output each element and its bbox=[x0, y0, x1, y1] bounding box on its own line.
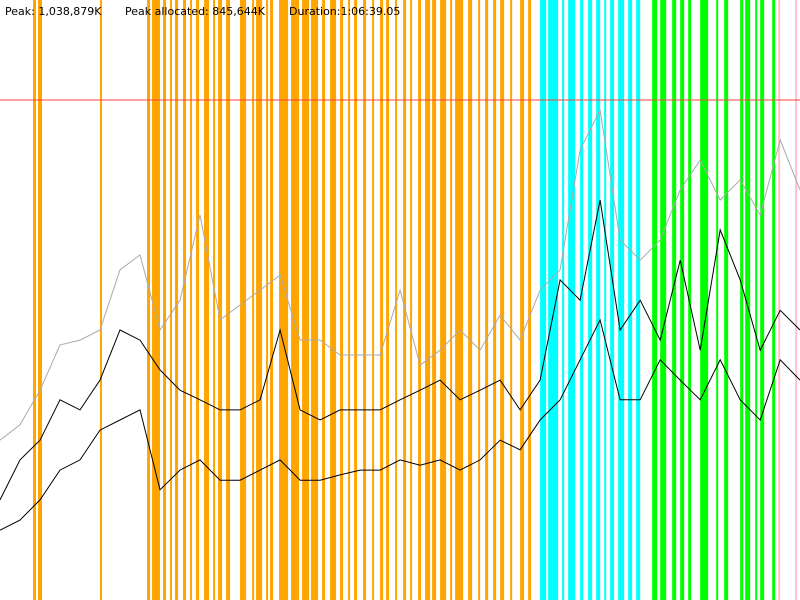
event-band bbox=[468, 0, 473, 600]
memory-line bbox=[0, 108, 800, 441]
event-band bbox=[548, 0, 559, 600]
event-band bbox=[628, 0, 633, 600]
event-band bbox=[688, 0, 692, 600]
event-band bbox=[425, 0, 431, 600]
event-band bbox=[196, 0, 200, 600]
event-band bbox=[340, 0, 344, 600]
event-band bbox=[386, 0, 390, 600]
status-label: Peak: 1,038,879K bbox=[5, 5, 102, 18]
event-band bbox=[596, 0, 601, 600]
status-label: Duration:1:06:39.05 bbox=[289, 5, 400, 18]
event-band bbox=[485, 0, 489, 600]
event-band bbox=[440, 0, 447, 600]
event-band bbox=[354, 0, 358, 600]
event-band bbox=[170, 0, 173, 600]
event-band bbox=[562, 0, 565, 600]
event-band bbox=[266, 0, 269, 600]
event-band bbox=[540, 0, 547, 600]
event-band bbox=[311, 0, 319, 600]
event-band bbox=[204, 0, 210, 600]
event-band bbox=[38, 0, 43, 600]
event-band bbox=[100, 0, 103, 600]
event-band bbox=[279, 0, 289, 600]
event-band bbox=[163, 0, 167, 600]
event-band bbox=[745, 0, 751, 600]
event-band bbox=[363, 0, 367, 600]
event-band bbox=[610, 0, 615, 600]
event-band bbox=[520, 0, 525, 600]
event-band bbox=[660, 0, 667, 600]
event-band bbox=[778, 0, 781, 600]
event-band bbox=[183, 0, 187, 600]
event-band bbox=[256, 0, 263, 600]
event-band bbox=[291, 0, 300, 600]
event-band bbox=[226, 0, 231, 600]
event-band bbox=[510, 0, 513, 600]
event-band bbox=[213, 0, 216, 600]
event-band bbox=[636, 0, 641, 600]
event-band bbox=[772, 0, 776, 600]
event-band bbox=[348, 0, 351, 600]
event-band bbox=[410, 0, 413, 600]
event-band bbox=[580, 0, 584, 600]
event-band bbox=[418, 0, 422, 600]
event-band bbox=[740, 0, 744, 600]
event-band bbox=[700, 0, 709, 600]
event-band bbox=[322, 0, 326, 600]
event-band bbox=[218, 0, 223, 600]
event-band bbox=[672, 0, 677, 600]
event-band bbox=[478, 0, 481, 600]
event-band bbox=[330, 0, 337, 600]
event-band bbox=[270, 0, 274, 600]
event-band bbox=[760, 0, 765, 600]
event-band bbox=[302, 0, 310, 600]
event-band bbox=[372, 0, 375, 600]
event-band bbox=[380, 0, 384, 600]
event-band bbox=[755, 0, 758, 600]
event-band bbox=[147, 0, 151, 600]
event-band bbox=[588, 0, 593, 600]
event-band bbox=[175, 0, 179, 600]
event-band bbox=[152, 0, 161, 600]
event-band bbox=[500, 0, 505, 600]
event-band bbox=[395, 0, 398, 600]
event-band bbox=[618, 0, 625, 600]
event-band bbox=[604, 0, 607, 600]
event-band bbox=[795, 0, 798, 600]
event-band bbox=[568, 0, 576, 600]
event-band bbox=[432, 0, 437, 600]
memory-line bbox=[0, 318, 800, 531]
memory-line bbox=[0, 199, 800, 501]
event-band bbox=[528, 0, 532, 600]
event-band bbox=[724, 0, 729, 600]
event-band bbox=[716, 0, 719, 600]
event-band bbox=[190, 0, 193, 600]
event-band bbox=[680, 0, 685, 600]
event-band bbox=[455, 0, 464, 600]
status-label: Peak allocated: 845,644K bbox=[125, 5, 266, 18]
event-band bbox=[493, 0, 497, 600]
event-band bbox=[33, 0, 37, 600]
event-band bbox=[240, 0, 247, 600]
event-band bbox=[450, 0, 453, 600]
event-band bbox=[652, 0, 658, 600]
event-band bbox=[252, 0, 255, 600]
event-band bbox=[403, 0, 407, 600]
